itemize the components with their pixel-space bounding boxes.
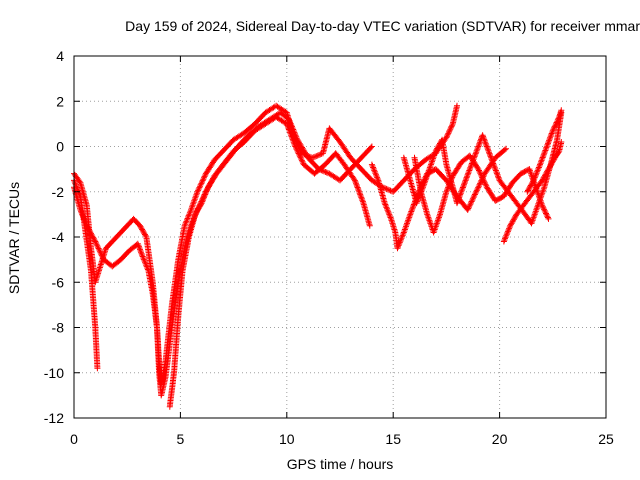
x-tick-label: 25: [598, 431, 614, 447]
y-tick-label: -10: [44, 365, 64, 381]
y-tick-label: 0: [56, 139, 64, 155]
x-tick-label: 5: [177, 431, 185, 447]
series-markers: [500, 139, 565, 245]
x-axis-label: GPS time / hours: [286, 456, 394, 472]
axis-ticks: 0 5 10 15 20 25 -12 -10 -8 -6 -4 -2 0 2 4: [44, 48, 614, 447]
y-tick-label: -6: [52, 274, 65, 290]
x-tick-label: 10: [279, 431, 295, 447]
series-markers: [71, 102, 460, 388]
series-track-7: [411, 152, 552, 236]
series-track-4: [166, 109, 375, 410]
series-markers: [411, 152, 552, 236]
y-tick-label: 2: [56, 93, 64, 109]
x-tick-label: 15: [385, 431, 401, 447]
chart-title: Day 159 of 2024, Sidereal Day-to-day VTE…: [125, 18, 640, 34]
y-tick-label: 4: [56, 48, 64, 64]
y-tick-label: -12: [44, 410, 64, 426]
y-axis-label: SDTVAR / TECUs: [6, 181, 22, 295]
y-tick-label: -8: [52, 320, 65, 336]
grid-lines: [74, 56, 606, 418]
x-tick-label: 0: [70, 431, 78, 447]
x-tick-label: 20: [492, 431, 508, 447]
series-track-9: [524, 107, 565, 195]
series-markers: [368, 145, 509, 252]
y-tick-label: -2: [52, 184, 65, 200]
data-series: [71, 102, 565, 410]
series-markers: [166, 109, 375, 410]
y-tick-label: -4: [52, 229, 65, 245]
series-track-5: [368, 145, 509, 252]
series-track-8: [500, 139, 565, 245]
series-track-1: [71, 102, 460, 388]
series-track-3: [71, 114, 373, 399]
series-markers: [71, 114, 373, 399]
series-markers: [524, 107, 565, 195]
